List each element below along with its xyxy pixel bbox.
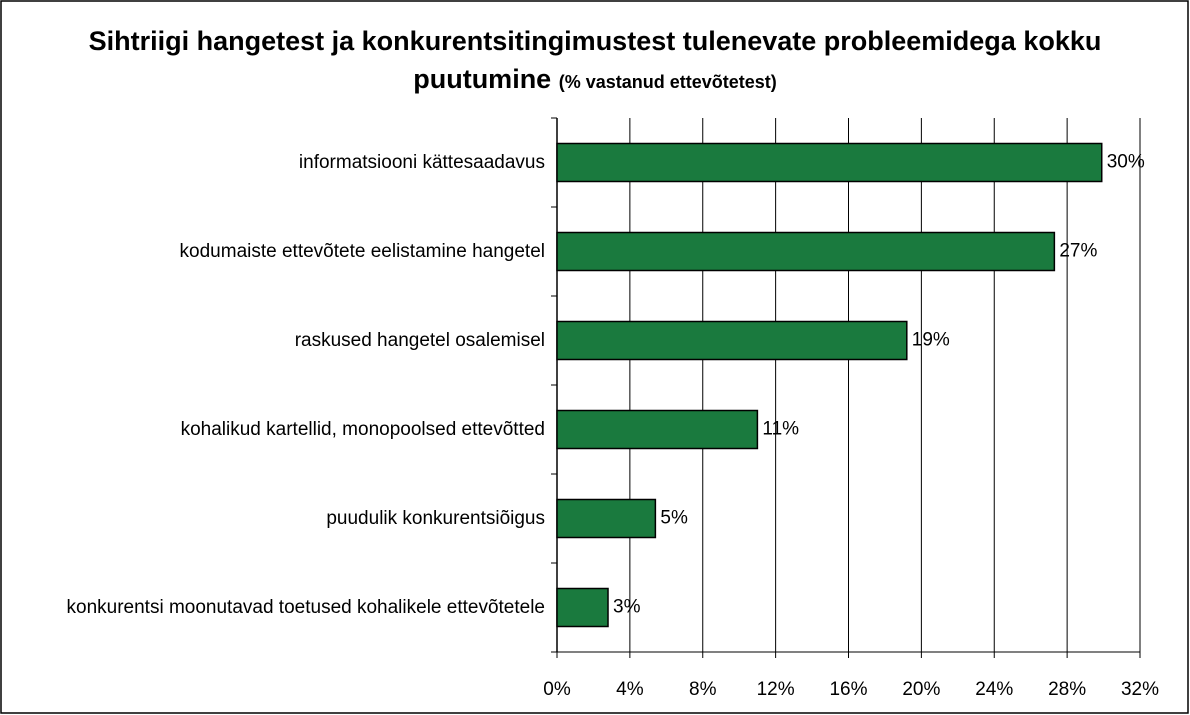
category-label-box: kodumaiste ettevõtete eelistamine hanget… [10, 240, 545, 264]
y-tick-label: konkurentsi moonutavad toetused kohalike… [66, 596, 545, 618]
category-label-box: raskused hangetel osalemisel [10, 329, 545, 353]
category-label-box: konkurentsi moonutavad toetused kohalike… [10, 596, 545, 620]
value-label: 5% [660, 508, 688, 529]
category-label-box: kohalikud kartellid, monopoolsed ettevõt… [10, 418, 545, 442]
x-tick-label: 12% [757, 679, 795, 700]
x-tick-label: 16% [829, 679, 867, 700]
value-label: 19% [912, 330, 950, 351]
x-tick-label: 20% [902, 679, 940, 700]
x-tick-label: 24% [975, 679, 1013, 700]
y-tick-label: puudulik konkurentsiõigus [326, 507, 545, 529]
y-tick-label: informatsiooni kättesaadavus [298, 151, 545, 173]
x-tick-label: 4% [616, 679, 644, 700]
x-tick-label: 8% [689, 679, 717, 700]
value-label: 27% [1059, 241, 1097, 262]
value-label: 30% [1107, 152, 1145, 173]
title-block: Sihtriigi hangetest ja konkurentsitingim… [20, 22, 1170, 101]
x-tick-label: 28% [1048, 679, 1086, 700]
chart-title: Sihtriigi hangetest ja konkurentsitingim… [88, 26, 1102, 94]
value-label: 3% [613, 597, 641, 618]
y-tick-label: kohalikud kartellid, monopoolsed ettevõt… [180, 418, 545, 440]
bar [556, 142, 1103, 183]
category-label-box: puudulik konkurentsiõigus [10, 507, 545, 531]
chart-subtitle: (% vastanud ettevõtetest) [558, 72, 777, 92]
x-tick-label: 0% [543, 679, 571, 700]
value-label: 11% [762, 419, 799, 440]
bar [556, 231, 1056, 272]
bar [556, 587, 609, 628]
y-tick-label: raskused hangetel osalemisel [294, 329, 545, 351]
bar [556, 320, 908, 361]
bar [556, 409, 759, 450]
x-tick-label: 32% [1121, 679, 1159, 700]
bar [556, 498, 657, 539]
category-label-box: informatsiooni kättesaadavus [10, 151, 545, 175]
y-tick-label: kodumaiste ettevõtete eelistamine hanget… [179, 240, 545, 262]
